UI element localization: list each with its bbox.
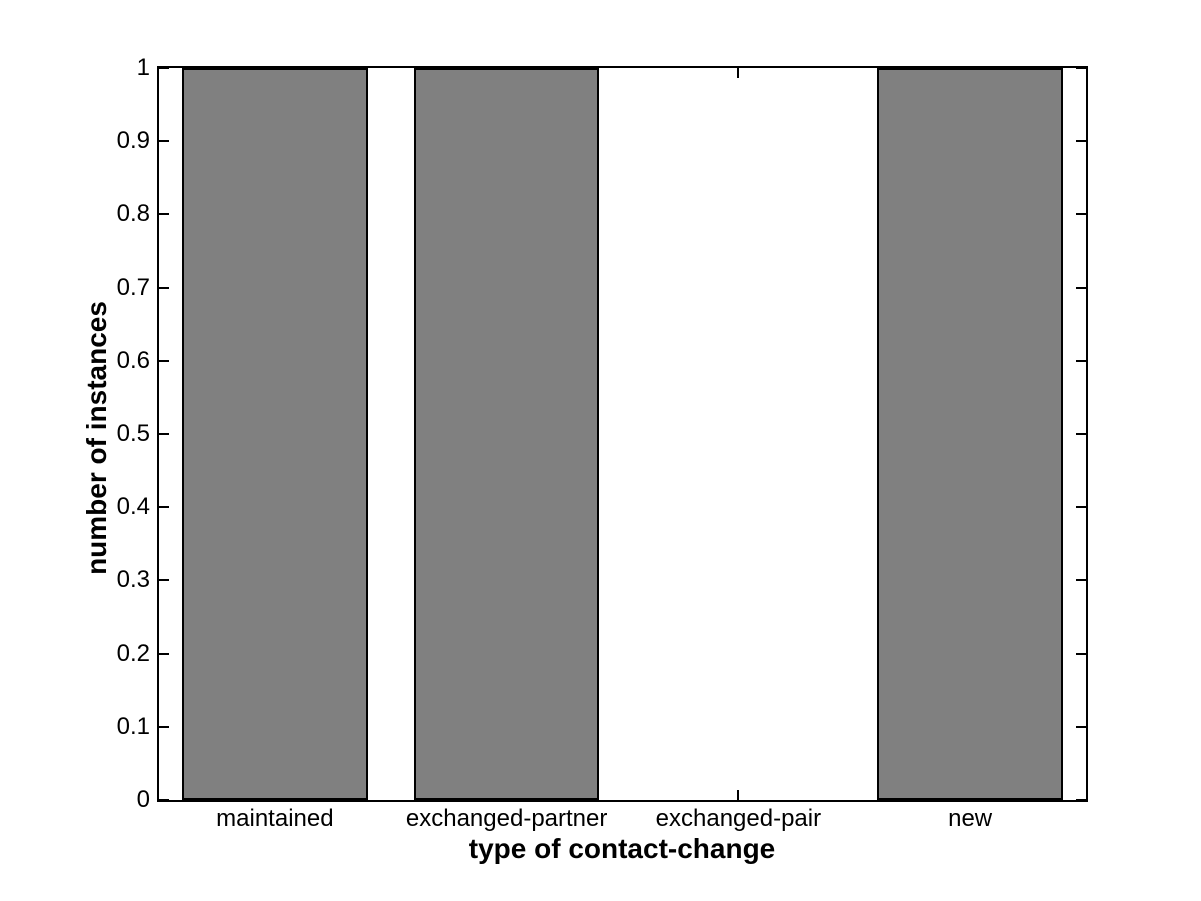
y-tick-right	[1076, 286, 1086, 289]
y-tick-left	[159, 799, 169, 801]
bar-new	[877, 68, 1063, 800]
y-tick-right	[1076, 433, 1086, 435]
y-tick-label: 0.3	[116, 566, 150, 594]
y-tick-right	[1076, 725, 1086, 728]
y-tick-label: 0.8	[116, 200, 150, 228]
y-tick-left	[159, 652, 169, 655]
y-tick-label: 1	[136, 54, 150, 81]
x-tick-labels: maintained exchanged-partner exchanged-pai…	[159, 806, 1086, 838]
x-tick-bottom	[737, 790, 740, 800]
bar-exchanged-partner	[413, 68, 600, 800]
y-tick-label: 0.5	[116, 420, 150, 447]
x-tick-label: exchanged-pair	[655, 805, 822, 832]
y-tick-right	[1076, 359, 1086, 362]
x-tick-label: new	[948, 805, 993, 832]
y-tick-left	[159, 725, 169, 728]
y-tick-label: 0.9	[116, 127, 150, 155]
y-tick-left	[159, 140, 169, 143]
y-tick-label: 0.2	[116, 639, 150, 667]
y-tick-right	[1076, 799, 1086, 801]
y-tick-label: 0.4	[116, 493, 150, 521]
y-tick-right	[1076, 213, 1086, 216]
y-tick-left	[159, 579, 169, 582]
plot-area	[157, 66, 1088, 802]
y-tick-label: 0.7	[116, 273, 150, 301]
y-tick-right	[1076, 67, 1086, 69]
y-tick-left	[159, 67, 169, 69]
y-tick-right	[1076, 579, 1086, 582]
y-tick-label: 0	[136, 786, 150, 813]
y-tick-label: 0.1	[116, 712, 150, 740]
y-tick-left	[159, 433, 169, 435]
y-tick-left	[159, 506, 169, 509]
y-tick-right	[1076, 652, 1086, 655]
y-tick-right	[1076, 506, 1086, 509]
x-tick-label: exchanged-partner	[405, 805, 608, 832]
y-tick-left	[159, 359, 169, 362]
y-tick-labels: 0 0.1 0.2 0.3 0.4 0.5 0.6 0.7 0.8 0.9 1	[0, 55, 150, 813]
x-axis-label: type of contact-change	[468, 833, 776, 864]
bar-maintained	[182, 68, 368, 800]
y-tick-label: 0.6	[116, 346, 150, 374]
x-tick-label: maintained	[216, 805, 334, 832]
x-tick-top	[737, 68, 740, 78]
y-tick-right	[1076, 140, 1086, 143]
y-tick-left	[159, 286, 169, 289]
y-tick-left	[159, 213, 169, 216]
